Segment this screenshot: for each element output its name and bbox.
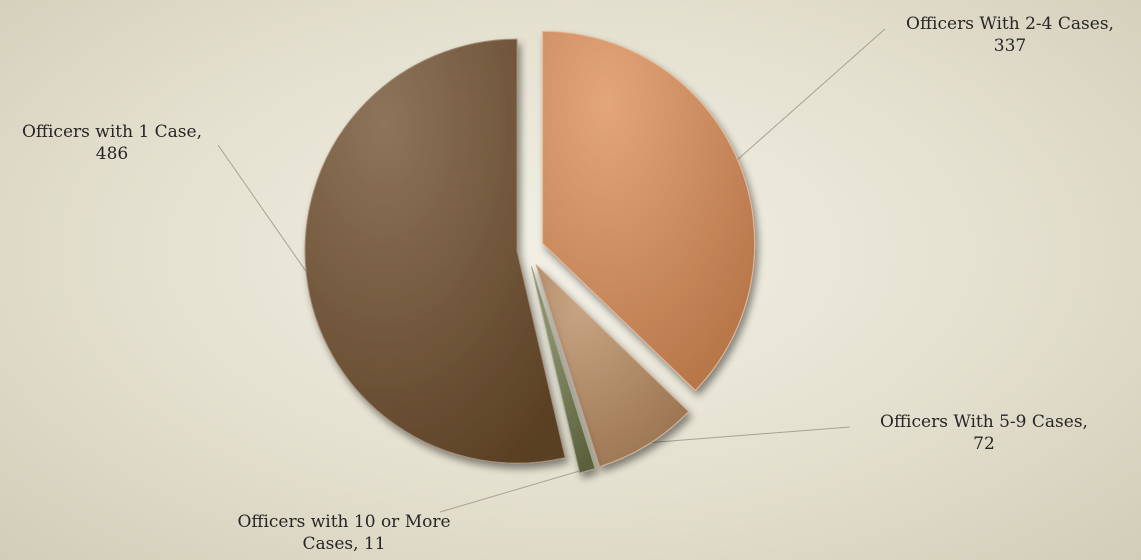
data-label-4-line-1: Officers with 1 Case, xyxy=(22,122,202,142)
leader-line-3 xyxy=(439,468,588,513)
data-label-4-line-2: 486 xyxy=(96,144,128,164)
leader-line-4 xyxy=(217,144,309,276)
pie-slice-3 xyxy=(530,266,596,474)
pie-slices xyxy=(304,30,756,474)
pie-slice-4 xyxy=(304,38,566,464)
data-label-3-line-2: Cases, 11 xyxy=(302,534,385,554)
pie-slice-2 xyxy=(535,264,690,468)
data-label-2-line-2: 72 xyxy=(973,434,995,454)
data-label-1-line-1: Officers With 2-4 Cases, xyxy=(906,14,1114,34)
data-label-1-line-2: 337 xyxy=(994,36,1026,56)
data-label-2: Officers With 5-9 Cases, 72 xyxy=(880,412,1088,454)
leader-line-2 xyxy=(646,426,851,444)
data-label-1: Officers With 2-4 Cases, 337 xyxy=(906,14,1114,56)
data-label-2-line-1: Officers With 5-9 Cases, xyxy=(880,412,1088,432)
data-label-4: Officers with 1 Case, 486 xyxy=(22,122,202,164)
pie-slice-1 xyxy=(542,30,756,392)
data-label-3-line-1: Officers with 10 or More xyxy=(237,512,450,532)
data-label-3: Officers with 10 or More Cases, 11 xyxy=(237,512,450,554)
leader-lines xyxy=(217,28,886,513)
leader-line-1 xyxy=(735,28,886,162)
